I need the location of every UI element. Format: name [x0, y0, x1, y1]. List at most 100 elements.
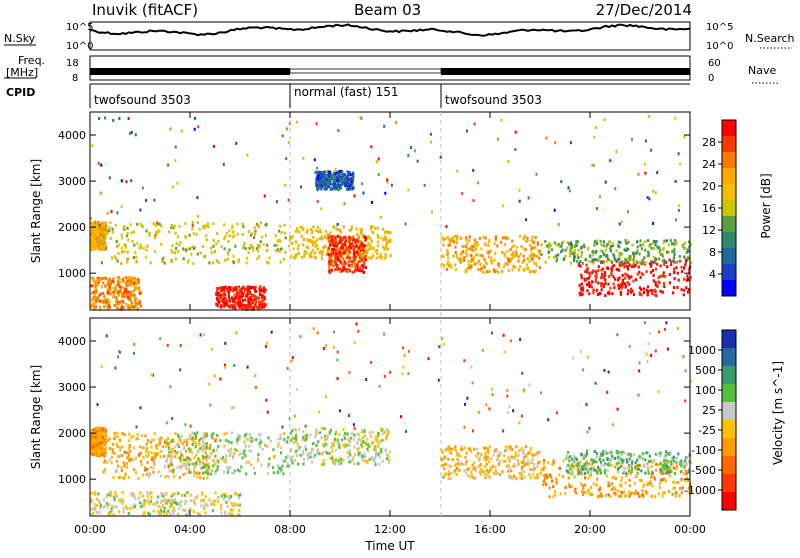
power-cell [207, 225, 209, 228]
velocity-cell [192, 437, 194, 440]
power-cell [316, 244, 318, 247]
velocity-cell [194, 456, 196, 459]
power-cell [611, 265, 613, 268]
power-cell [377, 227, 379, 230]
power-cell [98, 162, 100, 165]
power-cell [117, 276, 119, 279]
velocity-cell [208, 455, 210, 458]
velocity-cell [140, 451, 142, 454]
velocity-cell [364, 434, 366, 437]
power-cell [111, 256, 113, 259]
power-cell [414, 149, 416, 152]
velocity-cell [684, 479, 686, 482]
power-cell [242, 233, 244, 236]
power-cell [642, 261, 644, 264]
power-cell [145, 256, 147, 259]
velocity-cell [185, 465, 187, 468]
power-cell [97, 221, 99, 224]
velocity-cell [267, 411, 269, 414]
power-cell [467, 267, 469, 270]
velocity-cell [549, 495, 551, 498]
power-cell [232, 260, 234, 263]
velocity-cell [358, 434, 360, 437]
power-cell [380, 216, 382, 219]
velocity-cell [181, 435, 183, 438]
velocity-cell [97, 431, 99, 434]
velocity-cell [637, 492, 639, 495]
velocity-cell [175, 453, 177, 456]
velocity-cell [389, 371, 391, 374]
power-cell [474, 122, 476, 125]
velocity-cell [631, 460, 633, 463]
velocity-cell [366, 447, 368, 450]
velocity-cell [144, 511, 146, 514]
velocity-cell [484, 452, 486, 455]
velocity-cell [248, 445, 250, 448]
power-cell [97, 296, 99, 299]
velocity-cell [123, 477, 125, 480]
power-cell [500, 241, 502, 244]
velocity-cell [206, 446, 208, 449]
power-cell [685, 286, 687, 289]
power-cell [644, 240, 646, 243]
power-cell [455, 238, 457, 241]
velocity-cell [146, 443, 148, 446]
power-cell [381, 256, 383, 259]
power-cell [515, 131, 517, 134]
power-cell [482, 254, 484, 257]
power-cell [351, 242, 353, 245]
velocity-cell [277, 445, 279, 448]
power-cell [621, 253, 623, 256]
velocity-cell [338, 433, 340, 436]
velocity-cell [347, 433, 349, 436]
power-cell [306, 231, 308, 234]
power-cell [534, 246, 536, 249]
velocity-cell [515, 445, 517, 448]
power-cell [112, 119, 114, 122]
power-cell [670, 239, 672, 242]
power-cell [624, 277, 626, 280]
power-cell [223, 163, 225, 166]
power-cell [170, 260, 172, 263]
velocity-cell [473, 448, 475, 451]
power-cell [663, 285, 665, 288]
velocity-cell [665, 450, 667, 453]
power-cell [456, 254, 458, 257]
power-cell [650, 260, 652, 263]
power-cell [328, 247, 330, 250]
velocity-cell [228, 512, 230, 515]
power-cell [160, 225, 162, 228]
power-cell [334, 245, 336, 248]
velocity-cell [237, 469, 239, 472]
power-cell [604, 271, 606, 274]
velocity-cell [369, 431, 371, 434]
power-cell [115, 296, 117, 299]
power-cell [496, 245, 498, 248]
velocity-cell [580, 468, 582, 471]
power-cell [554, 209, 556, 212]
power-cell [276, 240, 278, 243]
power-cell [461, 245, 463, 248]
velocity-cell [218, 496, 220, 499]
velocity-cell [188, 461, 190, 464]
velocity-cell [178, 445, 180, 448]
velocity-cell [459, 454, 461, 457]
velocity-cell [206, 504, 208, 507]
velocity-cell [610, 451, 612, 454]
power-cell [610, 271, 612, 274]
power-cell [603, 240, 605, 243]
power-cell [121, 247, 123, 250]
velocity-cell [348, 461, 350, 464]
cpid-segment-2: normal (fast) 151 [294, 85, 398, 99]
power-cell [588, 292, 590, 295]
power-cell [468, 263, 470, 266]
power-cell [488, 255, 490, 258]
cpid-segment-3: twofsound 3503 [445, 93, 542, 107]
velocity-cell [638, 455, 640, 458]
power-cell [469, 235, 471, 238]
power-cell [192, 262, 194, 265]
power-cell [112, 280, 114, 283]
velocity-cell [640, 469, 642, 472]
power-cell [597, 269, 599, 272]
power-cell [613, 255, 615, 258]
